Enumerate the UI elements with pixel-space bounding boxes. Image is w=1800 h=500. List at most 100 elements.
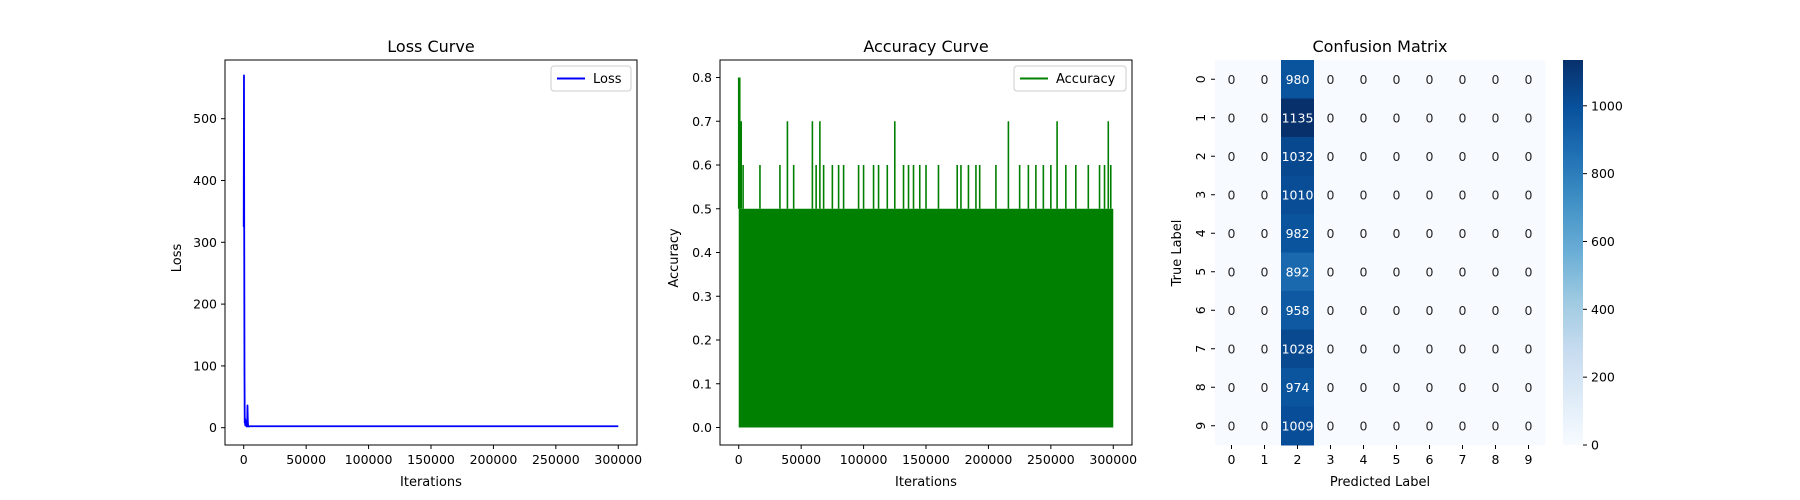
confusion-matrix-cell-value: 0 [1360,264,1368,279]
confusion-matrix-cell-value: 0 [1228,380,1236,395]
confusion-matrix-ytick-label: 8 [1193,383,1208,391]
confusion-matrix-cell-value: 0 [1228,187,1236,202]
loss-xtick-label: 100000 [345,452,393,467]
confusion-matrix-cell [1413,291,1447,330]
confusion-matrix-cell [1347,175,1381,215]
confusion-matrix-cell [1380,406,1414,446]
confusion-matrix-cell-value: 0 [1492,72,1500,87]
accuracy-xtick-label: 50000 [781,452,821,467]
confusion-matrix-cell [1248,175,1282,215]
confusion-matrix-cell-value: 0 [1393,341,1401,356]
confusion-matrix-cell-value: 0 [1393,380,1401,395]
confusion-matrix-cell-value: 0 [1525,341,1533,356]
confusion-matrix-cell-value: 0 [1525,72,1533,87]
confusion-matrix-cell-value: 0 [1261,149,1269,164]
accuracy-ytick-label: 0.6 [692,158,712,173]
confusion-matrix-cell [1512,98,1546,138]
confusion-matrix-cell-value: 0 [1261,264,1269,279]
confusion-matrix-cell-value: 0 [1360,72,1368,87]
accuracy-ytick-label: 0.7 [692,114,712,129]
confusion-matrix-xtick-label: 2 [1294,452,1302,467]
confusion-matrix-cell [1512,406,1546,446]
loss-xtick-label: 150000 [407,452,455,467]
confusion-matrix-cell-value: 0 [1525,303,1533,318]
confusion-matrix-cell [1347,252,1381,292]
confusion-matrix-cell-value: 0 [1360,187,1368,202]
confusion-matrix-cell [1281,214,1315,253]
confusion-matrix-cell [1413,137,1447,176]
confusion-matrix-cell [1413,329,1447,369]
confusion-matrix-cell [1446,98,1480,138]
loss-ytick-label: 400 [193,173,217,188]
confusion-matrix-title: Confusion Matrix [1312,37,1447,56]
confusion-matrix-cell [1380,137,1414,176]
confusion-matrix-cell-value: 0 [1228,264,1236,279]
confusion-matrix-cell [1314,214,1348,253]
loss-chart-xlabel: Iterations [400,475,462,490]
confusion-matrix-cell-value: 0 [1360,110,1368,125]
confusion-matrix-cell-value: 0 [1492,341,1500,356]
confusion-matrix-cell-value: 0 [1360,380,1368,395]
confusion-matrix-cell-value: 0 [1261,110,1269,125]
confusion-matrix-cell-value: 0 [1327,380,1335,395]
confusion-matrix-cell [1479,137,1513,176]
confusion-matrix-cell-value: 0 [1261,380,1269,395]
loss-legend-label: Loss [593,72,622,87]
confusion-matrix-cell-value: 0 [1261,303,1269,318]
confusion-matrix-cell [1446,252,1480,292]
confusion-matrix-xtick-label: 0 [1228,452,1236,467]
confusion-matrix-cell-value: 958 [1286,303,1310,318]
confusion-matrix-cell-value: 0 [1393,226,1401,241]
confusion-matrix-cell-value: 0 [1261,72,1269,87]
confusion-matrix-cell [1479,329,1513,369]
confusion-matrix-cell [1446,175,1480,215]
confusion-matrix-cell-value: 0 [1459,418,1467,433]
confusion-matrix-cell [1281,98,1315,138]
confusion-matrix-cell-value: 0 [1327,110,1335,125]
confusion-matrix-cell [1215,368,1249,407]
confusion-matrix-cell-value: 0 [1360,303,1368,318]
confusion-matrix-cell [1281,60,1315,99]
loss-chart: Loss Curve Iterations Loss 0 50000 100000 1… [170,37,642,490]
confusion-matrix-cell-value: 0 [1426,72,1434,87]
confusion-matrix-xtick-label: 5 [1393,452,1401,467]
confusion-matrix-cell-value: 0 [1492,187,1500,202]
confusion-matrix-cell [1413,98,1447,138]
confusion-matrix-cell-value: 0 [1393,187,1401,202]
confusion-matrix-cell [1281,406,1315,446]
confusion-matrix-cell [1413,214,1447,253]
confusion-matrix-xtick-label: 4 [1360,452,1368,467]
confusion-matrix-cell-value: 0 [1426,226,1434,241]
colorbar-tick-label: 400 [1591,302,1615,317]
accuracy-legend-box [1013,65,1127,92]
confusion-matrix-ytick-label: 6 [1193,306,1208,314]
confusion-matrix-cell-value: 0 [1327,303,1335,318]
confusion-matrix-cell [1281,137,1315,176]
loss-legend-box [550,65,632,92]
confusion-matrix-xtick-label: 6 [1426,452,1434,467]
confusion-matrix-cell [1248,291,1282,330]
confusion-matrix-cell-value: 0 [1393,303,1401,318]
loss-xtick-label: 300000 [594,452,642,467]
accuracy-legend-label: Accuracy [1056,72,1116,87]
confusion-matrix-ytick-label: 4 [1193,229,1208,237]
confusion-matrix-cell-value: 0 [1393,72,1401,87]
confusion-matrix-cell-value: 0 [1393,418,1401,433]
confusion-matrix-cell-value: 0 [1228,110,1236,125]
colorbar-tick-label: 600 [1591,234,1615,249]
confusion-matrix-cell-value: 0 [1228,226,1236,241]
confusion-matrix-cell-value: 0 [1426,380,1434,395]
confusion-matrix-cell-value: 0 [1525,380,1533,395]
confusion-matrix-cell [1479,98,1513,138]
loss-chart-ylabel: Loss [170,244,185,273]
confusion-matrix-cell [1479,60,1513,99]
confusion-matrix-cell [1314,60,1348,99]
confusion-matrix-cell [1512,137,1546,176]
confusion-matrix-xtick-label: 8 [1492,452,1500,467]
confusion-matrix-cell-value: 0 [1525,226,1533,241]
confusion-matrix-cell-value: 0 [1261,341,1269,356]
confusion-matrix-cell [1380,98,1414,138]
confusion-matrix-cell-value: 0 [1426,418,1434,433]
confusion-matrix-cell [1215,329,1249,369]
